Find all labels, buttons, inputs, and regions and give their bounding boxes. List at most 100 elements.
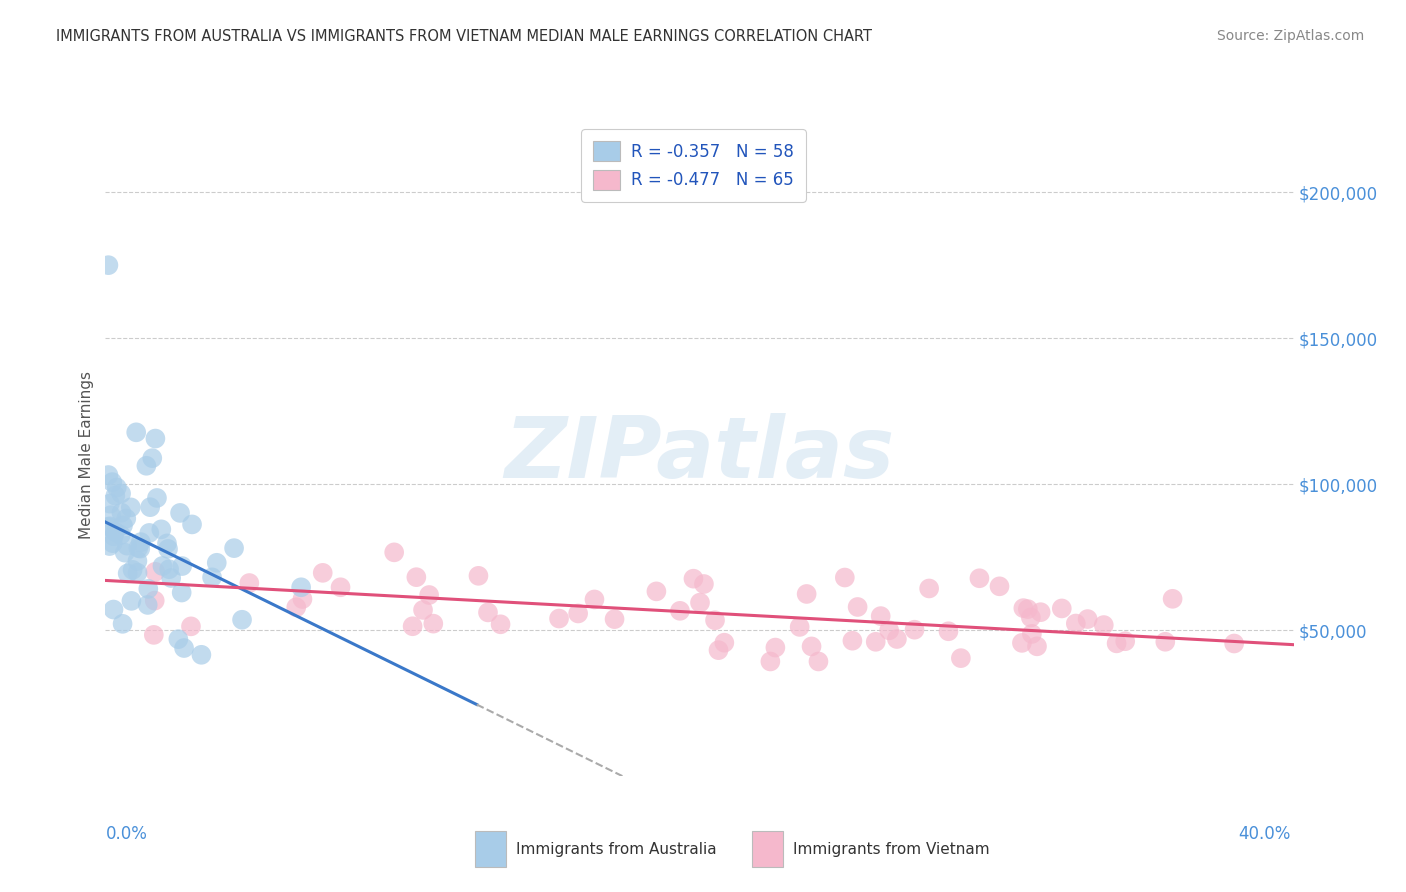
Point [150,522,173,536]
Point [704,613,727,627]
Point [713,635,735,649]
Point [796,587,818,601]
Point [100,508,122,523]
Point [865,635,887,649]
Point [157,541,180,556]
Point [129,541,152,556]
Point [201,570,224,584]
Point [1161,591,1184,606]
Point [97,520,120,534]
Legend: R = -0.357   N = 58, R = -0.477   N = 65: R = -0.357 N = 58, R = -0.477 N = 65 [581,129,806,202]
Point [1154,634,1177,648]
Point [1021,627,1043,641]
Point [382,545,405,559]
Point [567,607,589,621]
Point [763,640,786,655]
Point [707,643,730,657]
Point [834,570,856,584]
Point [969,571,991,585]
Point [145,432,167,446]
Point [146,491,169,505]
Text: 40.0%: 40.0% [1239,825,1291,843]
Point [180,619,202,633]
Point [121,563,143,577]
Point [110,506,132,520]
Point [422,616,444,631]
Point [141,451,163,466]
Point [1064,616,1087,631]
Point [103,529,125,543]
Point [111,616,134,631]
Point [143,593,166,607]
Point [477,606,499,620]
Point [143,565,166,579]
Point [290,580,312,594]
Point [1017,602,1039,616]
Point [110,486,132,500]
Point [156,536,179,550]
Point [101,536,124,550]
Text: ZIPatlas: ZIPatlas [505,413,894,497]
Point [1029,605,1052,619]
Point [401,619,423,633]
Point [669,604,692,618]
Point [412,603,434,617]
Point [127,566,149,580]
Point [877,624,900,638]
Point [172,559,194,574]
Point [841,633,863,648]
Point [938,624,960,639]
Point [115,511,138,525]
Text: Immigrants from Australia: Immigrants from Australia [516,842,717,856]
Point [105,480,128,494]
Text: Source: ZipAtlas.com: Source: ZipAtlas.com [1216,29,1364,43]
Point [759,655,782,669]
Point [291,592,314,607]
Point [949,651,972,665]
Point [231,613,253,627]
Point [329,580,352,594]
Point [918,582,941,596]
Point [1012,601,1035,615]
Point [489,617,512,632]
Point [142,628,165,642]
Point [103,602,125,616]
Point [139,500,162,515]
Point [190,648,212,662]
Point [157,562,180,576]
Text: 0.0%: 0.0% [105,825,148,843]
Point [682,572,704,586]
Point [222,541,245,555]
Point [117,566,139,581]
Point [101,475,124,489]
Point [104,489,127,503]
Point [285,600,308,615]
Point [846,599,869,614]
Point [129,535,152,549]
Point [120,500,142,515]
Point [603,612,626,626]
Point [120,594,142,608]
Point [104,524,127,539]
Point [1026,640,1049,654]
Point [136,598,159,612]
Point [645,584,668,599]
Point [1114,634,1136,648]
Point [205,556,228,570]
Point [903,623,925,637]
Point [693,577,716,591]
Point [170,585,193,599]
Point [1011,636,1033,650]
Point [1223,636,1246,650]
Point [1092,618,1115,632]
Point [135,458,157,473]
Point [800,640,823,654]
Point [869,609,891,624]
Point [238,576,260,591]
Point [169,506,191,520]
Point [114,546,136,560]
Point [1077,612,1099,626]
Point [312,566,335,580]
Point [1019,610,1042,624]
Point [1050,601,1073,615]
